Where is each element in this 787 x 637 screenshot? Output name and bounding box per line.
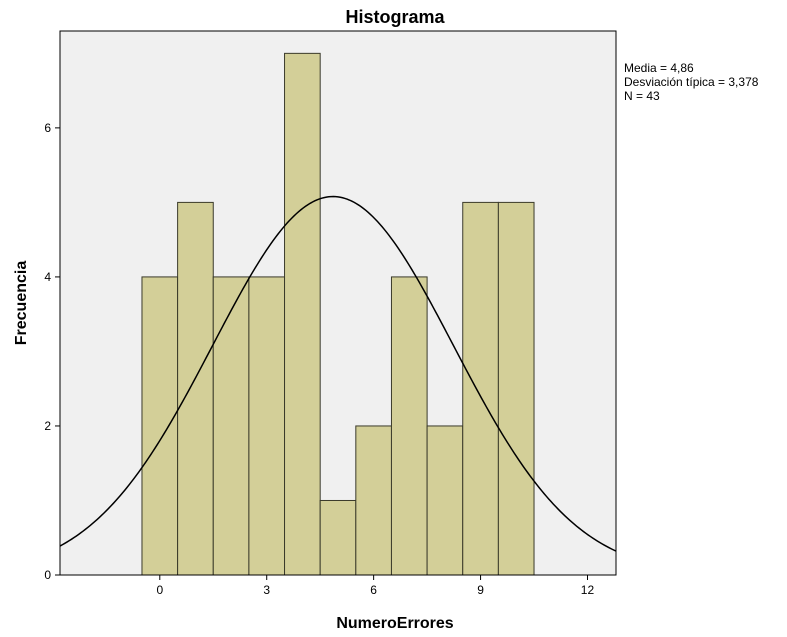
histogram-bar [248,276,286,576]
stats-box: Media = 4,86 Desviación típica = 3,378 N… [624,61,759,103]
y-tick-label: 4 [44,270,51,284]
histogram-bar [284,52,321,576]
normal-curve [59,195,617,552]
histogram-bar [355,425,392,576]
y-tick-label: 2 [44,419,51,433]
stat-mean: Media = 4,86 [624,61,694,75]
histogram-bar [390,276,428,576]
x-tick-label: 0 [156,583,163,597]
histogram-bar [462,201,499,576]
x-tick-label: 3 [263,583,270,597]
x-tick-label: 9 [477,583,484,597]
stat-n: N = 43 [624,89,660,103]
stat-std: Desviación típica = 3,378 [624,75,759,89]
histogram-bar [177,201,214,576]
x-axis-label: NumeroErrores [336,615,453,632]
x-axis: 0 3 6 9 12 [156,575,594,597]
histogram-bar [426,425,464,576]
histogram-bar [497,201,535,576]
histogram-bar [319,499,357,576]
chart-title: Histograma [345,7,445,27]
x-tick-label: 12 [581,583,595,597]
y-tick-label: 0 [44,568,51,582]
plot-frame [59,30,617,576]
y-tick-label: 6 [44,121,51,135]
y-axis: 0 2 4 6 [44,121,60,582]
x-tick-label: 6 [370,583,377,597]
histogram-bar [141,276,179,576]
y-axis-label: Frecuencia [13,261,30,346]
histogram-bar [212,276,250,576]
bars-group [141,52,535,576]
